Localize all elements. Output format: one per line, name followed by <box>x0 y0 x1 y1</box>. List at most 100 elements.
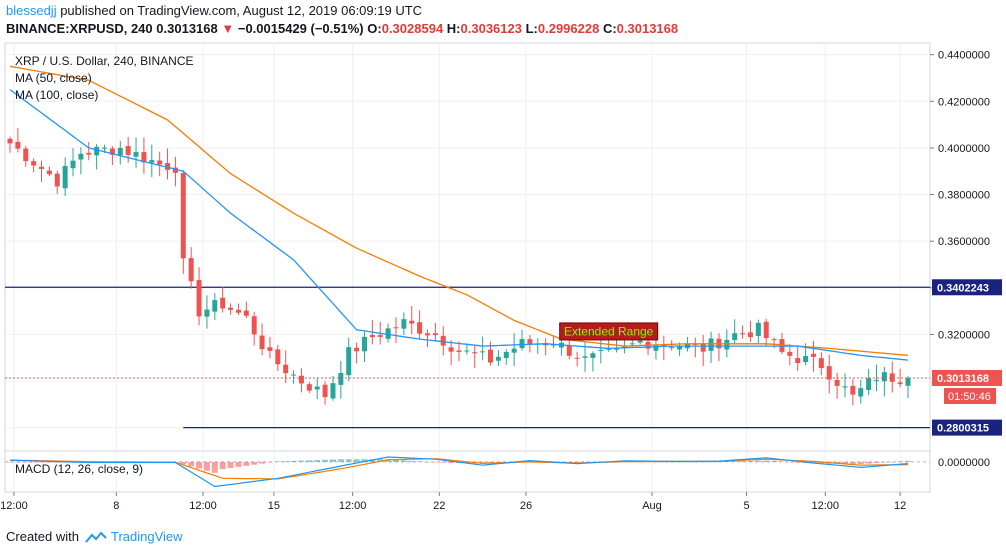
candle-body <box>755 322 761 336</box>
candle-body <box>94 146 100 156</box>
candle-body <box>204 309 210 317</box>
macd-histogram-bar <box>361 459 368 462</box>
extended-range-annotation[interactable]: Extended Range <box>559 322 659 341</box>
candle-body <box>740 333 746 335</box>
candle-body <box>495 356 501 361</box>
candle-body <box>763 321 769 339</box>
candle-body <box>125 146 131 155</box>
price-axis[interactable]: 0.4400000 0.4200000 0.4000000 0.3800000 0.36… <box>930 50 1002 436</box>
low-label: L: <box>525 21 538 36</box>
candle-body <box>39 166 45 169</box>
publish-info: blessedjj published on TradingView.com, … <box>6 3 422 18</box>
candle-body <box>188 258 194 282</box>
macd-histogram-bar <box>196 461 203 469</box>
candle-body <box>448 347 454 352</box>
candle-body <box>527 339 533 344</box>
candle-body <box>850 385 856 395</box>
macd-histogram-bar <box>889 461 896 463</box>
x-tick-label: 12:00 <box>189 500 217 512</box>
candle-body <box>566 345 572 356</box>
candle-body <box>354 347 360 352</box>
candle-body <box>897 382 903 385</box>
macd-zero-label: 0.0000000 <box>938 457 990 469</box>
current-price-tag[interactable] <box>932 369 1002 386</box>
candle-body <box>637 340 643 343</box>
macd-histogram-bar <box>408 460 415 462</box>
candle-body <box>212 300 218 312</box>
annotation-box[interactable] <box>559 322 659 341</box>
candle-body <box>511 348 517 353</box>
level-price-tag[interactable] <box>932 279 1002 296</box>
footer: Created with TradingView <box>6 529 183 544</box>
candle-body <box>314 386 320 390</box>
candle-body <box>464 350 470 352</box>
candle-body <box>732 333 738 341</box>
macd-histogram-bar <box>46 461 53 463</box>
candle-body <box>409 320 415 324</box>
candle-body <box>590 353 596 358</box>
candle-body <box>298 375 304 384</box>
level-price-label: 0.3402243 <box>937 282 989 294</box>
macd-histogram-bar <box>314 460 321 462</box>
high-label: H: <box>446 21 461 36</box>
macd-histogram-bar <box>723 461 730 462</box>
horizontal-levels[interactable] <box>5 286 930 429</box>
x-tick-label: 22 <box>433 500 445 512</box>
candle-body <box>267 347 273 351</box>
candle-body <box>235 309 241 313</box>
macd-histogram-bar <box>440 461 447 463</box>
candle-body <box>480 351 486 353</box>
x-tick-label: 12:00 <box>339 500 367 512</box>
macd-histogram-bar <box>771 461 778 462</box>
candle-body <box>78 153 84 160</box>
candle-body <box>787 351 793 356</box>
candle-body <box>291 374 297 376</box>
y-tick-label: 0.4400000 <box>938 50 990 62</box>
candle-body <box>23 148 29 162</box>
macd-histogram-bar <box>298 460 305 462</box>
macd-histogram-bar <box>857 461 864 465</box>
author-name[interactable]: blessedjj <box>6 3 57 18</box>
macd-histogram-bar <box>38 461 45 463</box>
candle-body <box>149 160 155 163</box>
tradingview-brand[interactable]: TradingView <box>110 529 183 544</box>
candle-body <box>661 344 667 346</box>
macd-histogram-bar <box>306 460 313 462</box>
x-tick-label: Aug <box>642 500 662 512</box>
candle-body <box>283 364 289 374</box>
macd-histogram-bar <box>392 459 399 462</box>
symbol-label: BINANCE:XRPUSD, 240 <box>6 21 153 36</box>
level-price-tag[interactable] <box>932 419 1002 436</box>
macd-pane-frame <box>4 450 931 493</box>
y-tick-label: 0.3200000 <box>938 329 990 341</box>
main-pane-frame <box>4 42 931 452</box>
last-price: 0.3013168 <box>156 21 218 36</box>
candle-body <box>472 352 478 354</box>
macd-histogram-bar <box>574 461 581 463</box>
macd-histogram-bar <box>905 460 911 462</box>
candle-body <box>866 378 872 391</box>
candle-body <box>834 379 840 386</box>
candle-body <box>228 307 234 310</box>
macd-histogram-bar <box>881 461 888 463</box>
macd-histogram-bar <box>668 461 675 463</box>
macd-histogram-bar <box>7 461 13 463</box>
macd-histogram-bar <box>290 460 297 462</box>
open-value: 0.3028594 <box>381 21 444 36</box>
legend-title: XRP / U.S. Dollar, 240, BINANCE <box>15 54 194 68</box>
time-axis[interactable]: 12:00 8 12:00 15 12:00 22 26 Aug 5 12:00 12 <box>0 492 906 512</box>
change-value: −0.0015429 (−0.51%) <box>237 21 364 36</box>
candle-body <box>102 147 108 149</box>
candle-body <box>614 348 620 350</box>
legend-macd: MACD (12, 26, close, 9) <box>15 462 143 476</box>
candle-body <box>606 348 612 350</box>
published-text: published on TradingView.com, August 12,… <box>56 3 423 18</box>
macd-histogram-bar <box>266 461 273 463</box>
candle-body <box>582 356 588 358</box>
macd-histogram-bar <box>448 461 455 463</box>
macd-histogram-bar <box>897 461 904 462</box>
macd-histogram-bar <box>818 461 825 464</box>
macd-histogram-bar <box>763 460 770 462</box>
candle-body <box>424 333 430 336</box>
